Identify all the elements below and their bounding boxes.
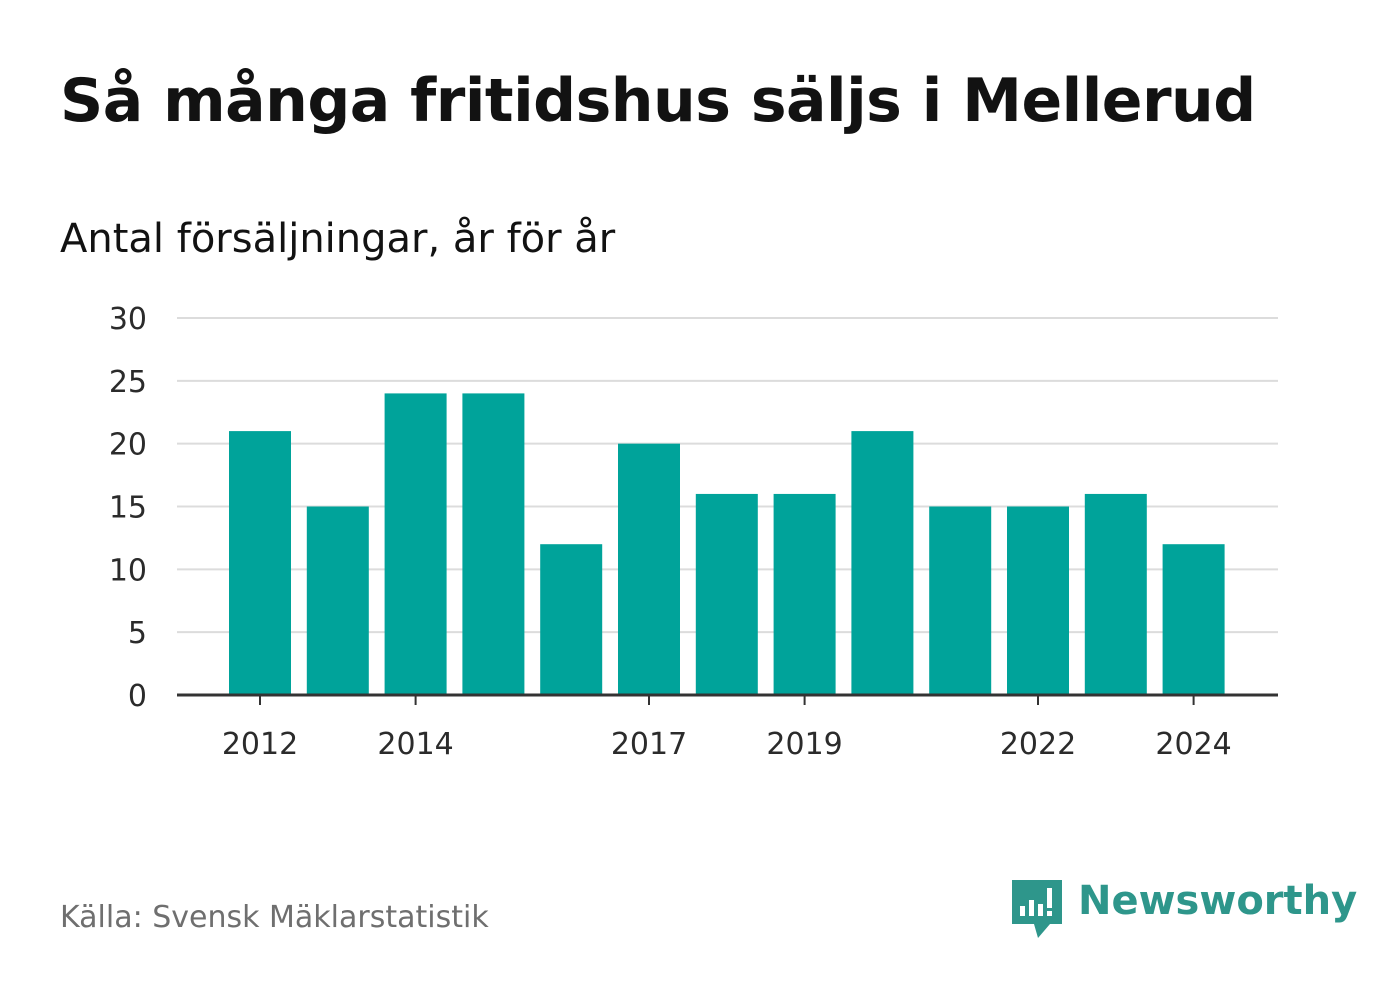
- y-tick-label: 30: [109, 302, 147, 337]
- bar-2022: [1007, 506, 1069, 695]
- bar-2024: [1162, 544, 1225, 695]
- x-tick-label: 2022: [1000, 727, 1076, 762]
- bar-2016: [540, 544, 603, 695]
- bar-2020: [851, 431, 914, 695]
- bars: [229, 393, 1225, 695]
- y-tick-label: 10: [109, 553, 147, 588]
- source-note: Källa: Svensk Mäklarstatistik: [60, 900, 489, 935]
- bar-2014: [384, 393, 447, 695]
- y-tick-label: 20: [109, 428, 147, 463]
- bar-2021: [929, 506, 992, 695]
- bar-2018: [695, 493, 758, 695]
- x-tick-label: 2019: [766, 727, 842, 762]
- chart-title: Så många fritidshus säljs i Mellerud: [60, 66, 1256, 136]
- y-tick-label: 25: [109, 365, 147, 400]
- bar-2023: [1084, 493, 1147, 695]
- bar-2017: [618, 443, 680, 695]
- x-tick-label: 2024: [1155, 727, 1231, 762]
- newsworthy-logo-icon: [1012, 880, 1062, 938]
- y-tick-label: 5: [128, 616, 147, 651]
- tick-labels: 0 5 10 15 20 25 30 2012 2014 2017 2019 2022 2024: [109, 302, 1232, 762]
- x-tick-label: 2014: [377, 727, 453, 762]
- chart-subtitle: Antal försäljningar, år för år: [60, 216, 616, 262]
- axes: [177, 693, 1278, 705]
- bar-2015: [462, 393, 525, 695]
- bar-2013: [306, 506, 369, 695]
- y-tick-label: 0: [128, 679, 147, 714]
- bar-2012: [229, 431, 291, 695]
- x-tick-label: 2017: [611, 727, 687, 762]
- bar-2019: [773, 493, 836, 695]
- y-tick-label: 15: [109, 491, 147, 526]
- brand-name: Newsworthy: [1078, 878, 1358, 924]
- bar-chart: 0 5 10 15 20 25 30 2012 2014 2017 2019 2022 2024: [109, 302, 1278, 762]
- newsworthy-logo: Newsworthy: [1010, 878, 1357, 942]
- x-tick-label: 2012: [222, 727, 298, 762]
